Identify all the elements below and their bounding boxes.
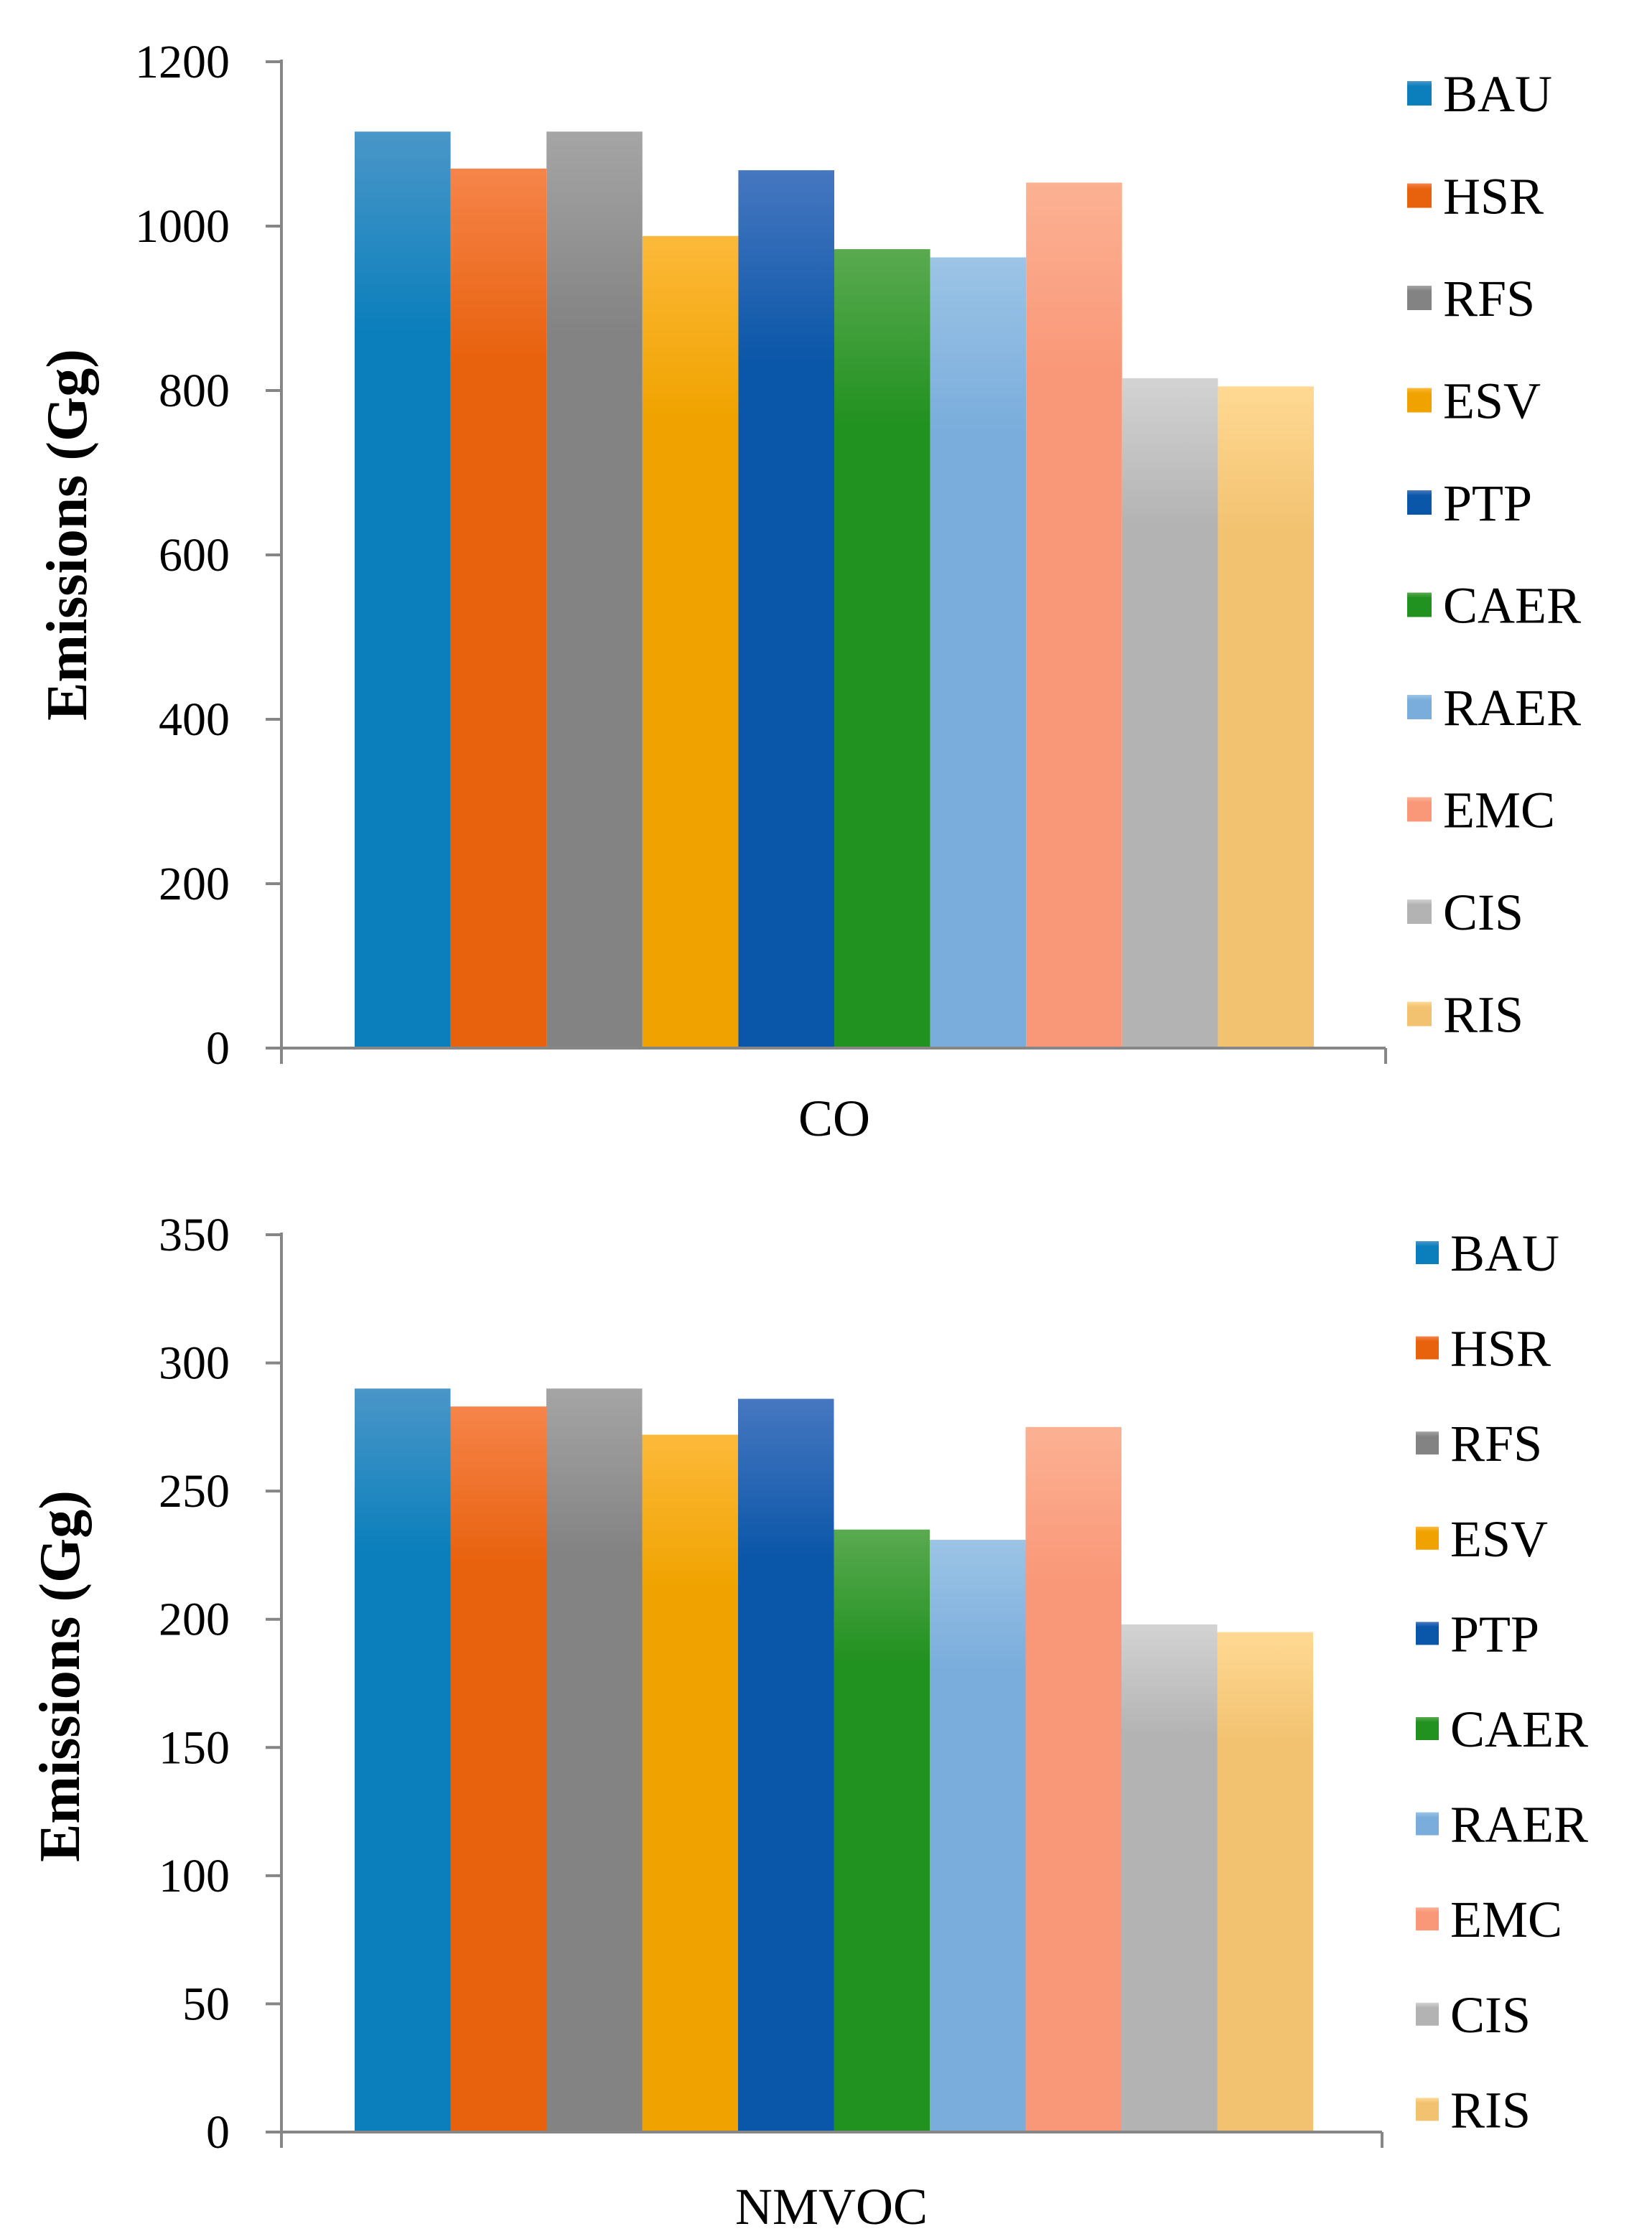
- nmvoc-legend-swatch-rfs: [1416, 1431, 1439, 1455]
- nmvoc-y-tick-label: 150: [159, 1721, 230, 1774]
- nmvoc-y-tick-label: 250: [159, 1465, 230, 1518]
- co-bar-caer: [834, 249, 930, 1048]
- nmvoc-legend-label-caer: CAER: [1450, 1701, 1588, 1758]
- co-y-tick-label: 200: [159, 858, 230, 910]
- co-legend-label-rfs: RFS: [1443, 270, 1535, 327]
- co-category-label: CO: [798, 1090, 870, 1147]
- nmvoc-bar-bau: [355, 1388, 451, 2132]
- co-legend-label-hsr: HSR: [1443, 168, 1544, 225]
- nmvoc-legend-label-ris: RIS: [1450, 2081, 1531, 2138]
- co-legend-swatch-hsr: [1407, 183, 1432, 208]
- nmvoc-legend-label-bau: BAU: [1450, 1225, 1559, 1282]
- nmvoc-y-tick-label: 100: [159, 1850, 230, 1902]
- nmvoc-bars: [355, 1388, 1313, 2132]
- co-bar-bau: [355, 131, 451, 1049]
- nmvoc-y-tick-label: 200: [159, 1594, 230, 1646]
- co-legend-swatch-esv: [1407, 388, 1432, 413]
- co-y-ticks: 0 200 400 600 800 1000 1200: [135, 36, 281, 1075]
- co-legend-swatch-ptp: [1407, 490, 1432, 515]
- nmvoc-y-tick-label: 0: [206, 2106, 230, 2159]
- co-bar-raer: [930, 257, 1027, 1048]
- co-legend-swatch-raer: [1407, 695, 1432, 719]
- co-bar-esv: [642, 235, 739, 1048]
- co-bar-rfs: [546, 131, 643, 1049]
- nmvoc-legend-swatch-esv: [1416, 1526, 1439, 1550]
- co-y-tick-label: 600: [159, 529, 230, 581]
- nmvoc-legend-swatch-ris: [1416, 2098, 1439, 2121]
- nmvoc-legend-label-cis: CIS: [1450, 1986, 1531, 2044]
- nmvoc-chart-panel: Emissions (Gg) 0 50 100 150 200 250 300 350 NMV…: [29, 1209, 1588, 2235]
- co-legend-label-caer: CAER: [1443, 577, 1581, 635]
- nmvoc-y-tick-label: 50: [182, 1978, 230, 2030]
- co-bar-ris: [1218, 386, 1314, 1048]
- co-legend-label-raer: RAER: [1443, 679, 1581, 737]
- nmvoc-y-tick-label: 350: [159, 1209, 230, 1261]
- nmvoc-bar-caer: [834, 1529, 930, 2132]
- co-legend-swatch-cis: [1407, 899, 1432, 924]
- nmvoc-legend-swatch-raer: [1416, 1812, 1439, 1836]
- co-y-axis-title: Emissions (Gg): [36, 349, 99, 721]
- nmvoc-legend-label-hsr: HSR: [1450, 1320, 1551, 1378]
- co-legend-label-ris: RIS: [1443, 986, 1523, 1044]
- nmvoc-bar-ris: [1217, 1632, 1313, 2132]
- nmvoc-legend-swatch-caer: [1416, 1717, 1439, 1740]
- nmvoc-legend-swatch-cis: [1416, 2002, 1439, 2026]
- nmvoc-legend-label-emc: EMC: [1450, 1891, 1562, 1948]
- nmvoc-legend-label-ptp: PTP: [1450, 1605, 1539, 1663]
- nmvoc-category-label: NMVOC: [735, 2178, 928, 2235]
- co-legend-label-esv: ESV: [1443, 373, 1541, 430]
- nmvoc-legend-swatch-bau: [1416, 1241, 1439, 1264]
- co-legend-swatch-bau: [1407, 81, 1432, 106]
- nmvoc-bar-raer: [930, 1540, 1026, 2132]
- co-legend-swatch-rfs: [1407, 286, 1432, 310]
- co-y-tick-label: 0: [206, 1022, 230, 1075]
- co-y-tick-label: 1200: [135, 36, 230, 88]
- nmvoc-legend-swatch-emc: [1416, 1907, 1439, 1931]
- nmvoc-bar-cis: [1121, 1624, 1218, 2132]
- nmvoc-legend-swatch-hsr: [1416, 1336, 1439, 1360]
- co-legend-swatch-caer: [1407, 592, 1432, 617]
- nmvoc-y-tick-label: 300: [159, 1337, 230, 1390]
- nmvoc-y-axis-title: Emissions (Gg): [29, 1490, 92, 1862]
- co-bar-hsr: [450, 168, 547, 1049]
- co-bar-ptp: [738, 170, 834, 1048]
- nmvoc-legend-label-rfs: RFS: [1450, 1415, 1542, 1472]
- co-legend-label-bau: BAU: [1443, 65, 1552, 123]
- co-y-tick-label: 1000: [135, 200, 230, 253]
- co-bars: [355, 131, 1314, 1049]
- co-y-tick-label: 400: [159, 693, 230, 746]
- nmvoc-legend-swatch-ptp: [1416, 1622, 1439, 1645]
- nmvoc-bar-rfs: [546, 1388, 643, 2132]
- co-legend: BAU HSR RFS ESV PTP CAER RAER EMC CIS RIS: [1407, 65, 1581, 1044]
- nmvoc-y-ticks: 0 50 100 150 200 250 300 350: [159, 1209, 281, 2159]
- co-legend-swatch-emc: [1407, 797, 1432, 822]
- co-y-tick-label: 800: [159, 365, 230, 417]
- co-bar-emc: [1026, 182, 1122, 1049]
- co-bar-cis: [1121, 378, 1218, 1048]
- co-legend-swatch-ris: [1407, 1001, 1432, 1027]
- nmvoc-bar-emc: [1025, 1426, 1121, 2132]
- co-legend-label-cis: CIS: [1443, 884, 1523, 941]
- nmvoc-legend-label-raer: RAER: [1450, 1796, 1588, 1854]
- nmvoc-bar-ptp: [738, 1398, 834, 2132]
- nmvoc-bar-hsr: [450, 1406, 546, 2132]
- nmvoc-bar-esv: [642, 1434, 738, 2132]
- nmvoc-legend-label-esv: ESV: [1450, 1510, 1548, 1568]
- co-legend-label-emc: EMC: [1443, 782, 1555, 839]
- co-legend-label-ptp: PTP: [1443, 475, 1532, 532]
- nmvoc-legend: BAU HSR RFS ESV PTP CAER RAER EMC CIS RIS: [1416, 1225, 1588, 2138]
